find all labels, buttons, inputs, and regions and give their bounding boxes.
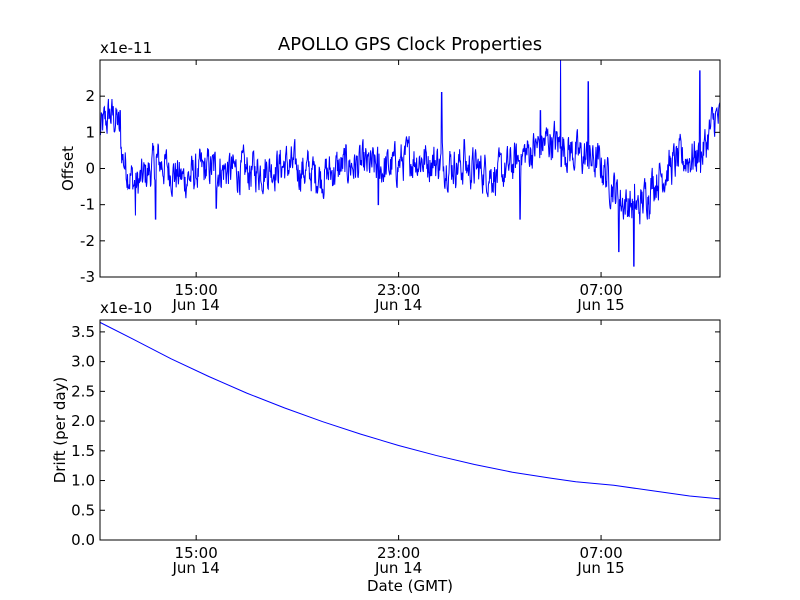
offset-x-tick-date-label: Jun 14 <box>374 296 422 314</box>
drift-y-axis-label: Drift (per day) <box>51 377 69 484</box>
drift-x-tick-date-label: Jun 14 <box>374 559 422 577</box>
offset-multiplier-label: x1e-11 <box>100 39 152 57</box>
offset-y-axis-label: Offset <box>59 146 77 191</box>
drift-x-axis-label: Date (GMT) <box>367 577 453 595</box>
offset-y-tick-label: 2 <box>85 87 95 105</box>
offset-x-tick-time-label: 23:00 <box>377 281 420 299</box>
drift-y-tick-label: 3.0 <box>71 353 95 371</box>
offset-y-tick-label: -1 <box>80 196 95 214</box>
drift-axes-frame <box>99 319 721 541</box>
offset-x-tick-date-label: Jun 15 <box>576 296 624 314</box>
offset-x-tick-time-label: 15:00 <box>175 281 218 299</box>
drift-series-line <box>100 321 720 500</box>
drift-x-tick-time-label: 07:00 <box>579 544 622 562</box>
drift-y-tick-label: 3.5 <box>71 323 95 341</box>
drift-x-tick-date-label: Jun 14 <box>172 559 220 577</box>
drift-x-tick-time-label: 15:00 <box>175 544 218 562</box>
offset-y-tick-label: 0 <box>85 160 95 178</box>
drift-y-tick-label: 2.5 <box>71 382 95 400</box>
drift-y-tick-label: 0.0 <box>71 531 95 549</box>
offset-y-tick-label: -3 <box>80 268 95 286</box>
drift-y-tick-label: 1.0 <box>71 472 95 490</box>
drift-x-tick-time-label: 23:00 <box>377 544 420 562</box>
drift-multiplier-label: x1e-10 <box>100 299 152 317</box>
offset-x-tick-time-label: 07:00 <box>579 281 622 299</box>
offset-y-tick-label: -2 <box>80 232 95 250</box>
drift-x-tick-date-label: Jun 15 <box>576 559 624 577</box>
offset-x-tick-date-label: Jun 14 <box>172 296 220 314</box>
drift-y-tick-label: 1.5 <box>71 442 95 460</box>
figure-title: APOLLO GPS Clock Properties <box>278 34 542 55</box>
offset-y-tick-label: 1 <box>85 123 95 141</box>
offset-series-line <box>100 60 720 267</box>
drift-y-tick-label: 0.5 <box>71 501 95 519</box>
drift-y-tick-label: 2.0 <box>71 412 95 430</box>
